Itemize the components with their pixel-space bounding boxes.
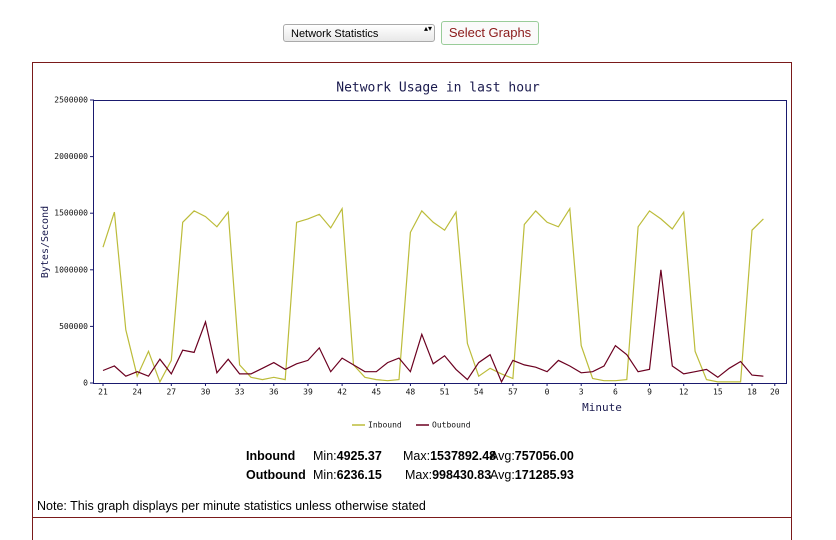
stat-max: Max:998430.83: [405, 468, 492, 482]
x-tick-label: 39: [303, 388, 313, 397]
stats-row: Inbound Min:4925.37 Max:1537892.48Avg:7570…: [246, 449, 574, 463]
stat-max: Max:1537892.48: [403, 449, 496, 463]
x-tick-label: 18: [747, 388, 757, 397]
x-tick-label: 6: [613, 388, 618, 397]
x-tick-label: 27: [166, 388, 176, 397]
select-graphs-button[interactable]: Select Graphs: [441, 21, 539, 45]
x-tick-label: 45: [371, 388, 381, 397]
x-tick-label: 15: [713, 388, 723, 397]
stat-value: 757056.00: [514, 449, 574, 463]
panel-border: [32, 62, 792, 540]
chart-title: Network Usage in last hour: [336, 81, 540, 96]
stat-value: 1537892.48: [430, 449, 497, 463]
stats-row: Outbound Min:6236.15 Max:998430.83Avg:1712…: [246, 468, 574, 482]
stat-name: Outbound: [246, 468, 306, 482]
x-axis-label: Minute: [582, 401, 622, 414]
x-tick-label: 57: [508, 388, 518, 397]
x-tick-label: 51: [440, 388, 450, 397]
stat-avg: Avg:757056.00: [490, 449, 574, 463]
y-axis-label: Bytes/Second: [40, 206, 51, 278]
plot-frame: [93, 100, 787, 384]
x-tick-label: 3: [579, 388, 584, 397]
stat-value: 4925.37: [336, 449, 382, 463]
stat-min: Min:6236.15: [313, 468, 405, 482]
y-tick-label: 0: [83, 379, 88, 388]
stat-label: Max:: [403, 449, 431, 463]
stat-value: 6236.15: [336, 468, 382, 482]
legend-label: Outbound: [432, 421, 471, 430]
y-tick-label: 2000000: [54, 152, 88, 161]
stat-label: Min:: [313, 468, 337, 482]
note: Note: This graph displays per minute sta…: [37, 499, 426, 513]
stat-value: 171285.93: [514, 468, 574, 482]
x-tick-label: 36: [269, 388, 279, 397]
stat-label: Min:: [313, 449, 337, 463]
x-tick-label: 54: [474, 388, 484, 397]
legend-label: Inbound: [368, 421, 402, 430]
x-tick-label: 0: [545, 388, 550, 397]
x-tick-label: 30: [201, 388, 211, 397]
stat-value: 998430.83: [432, 468, 492, 482]
x-tick-label: 48: [406, 388, 416, 397]
x-tick-label: 33: [235, 388, 245, 397]
x-tick-label: 9: [647, 388, 652, 397]
series-line: [102, 206, 764, 384]
stat-label: Avg:: [490, 468, 515, 482]
x-tick-label: 21: [98, 388, 108, 397]
stat-avg: Avg:171285.93: [490, 468, 574, 482]
graph-select[interactable]: Network Statistics: [283, 24, 435, 42]
y-tick-label: 500000: [59, 322, 88, 331]
stat-min: Min:4925.37: [313, 449, 403, 463]
stat-name: Inbound: [246, 449, 296, 463]
x-tick-label: 12: [679, 388, 689, 397]
x-tick-label: 24: [132, 388, 142, 397]
stat-label: Avg:: [490, 449, 515, 463]
stat-label: Max:: [405, 468, 433, 482]
y-tick-label: 1000000: [54, 265, 88, 274]
series-line: [102, 269, 764, 384]
y-tick-label: 1500000: [54, 209, 88, 218]
x-tick-label: 20: [770, 388, 780, 397]
x-tick-label: 42: [337, 388, 347, 397]
y-tick-label: 2500000: [54, 96, 88, 105]
